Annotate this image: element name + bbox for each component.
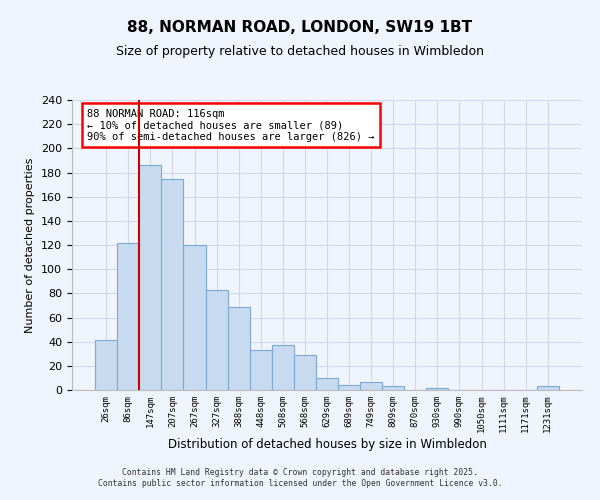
- Bar: [250, 350, 272, 390]
- Bar: [227, 306, 250, 390]
- Bar: [427, 388, 448, 390]
- Bar: [294, 355, 316, 390]
- Text: Size of property relative to detached houses in Wimbledon: Size of property relative to detached ho…: [116, 45, 484, 58]
- Bar: [161, 178, 184, 390]
- Bar: [117, 242, 139, 390]
- Bar: [537, 386, 559, 390]
- Text: 88, NORMAN ROAD, LONDON, SW19 1BT: 88, NORMAN ROAD, LONDON, SW19 1BT: [127, 20, 473, 35]
- Text: Contains HM Land Registry data © Crown copyright and database right 2025.
Contai: Contains HM Land Registry data © Crown c…: [98, 468, 502, 487]
- Bar: [360, 382, 382, 390]
- Bar: [272, 346, 294, 390]
- Bar: [206, 290, 227, 390]
- Bar: [184, 245, 206, 390]
- Bar: [338, 385, 360, 390]
- Bar: [316, 378, 338, 390]
- Text: 88 NORMAN ROAD: 116sqm
← 10% of detached houses are smaller (89)
90% of semi-det: 88 NORMAN ROAD: 116sqm ← 10% of detached…: [88, 108, 375, 142]
- Bar: [382, 386, 404, 390]
- Y-axis label: Number of detached properties: Number of detached properties: [25, 158, 35, 332]
- Bar: [139, 166, 161, 390]
- Bar: [95, 340, 117, 390]
- X-axis label: Distribution of detached houses by size in Wimbledon: Distribution of detached houses by size …: [167, 438, 487, 451]
